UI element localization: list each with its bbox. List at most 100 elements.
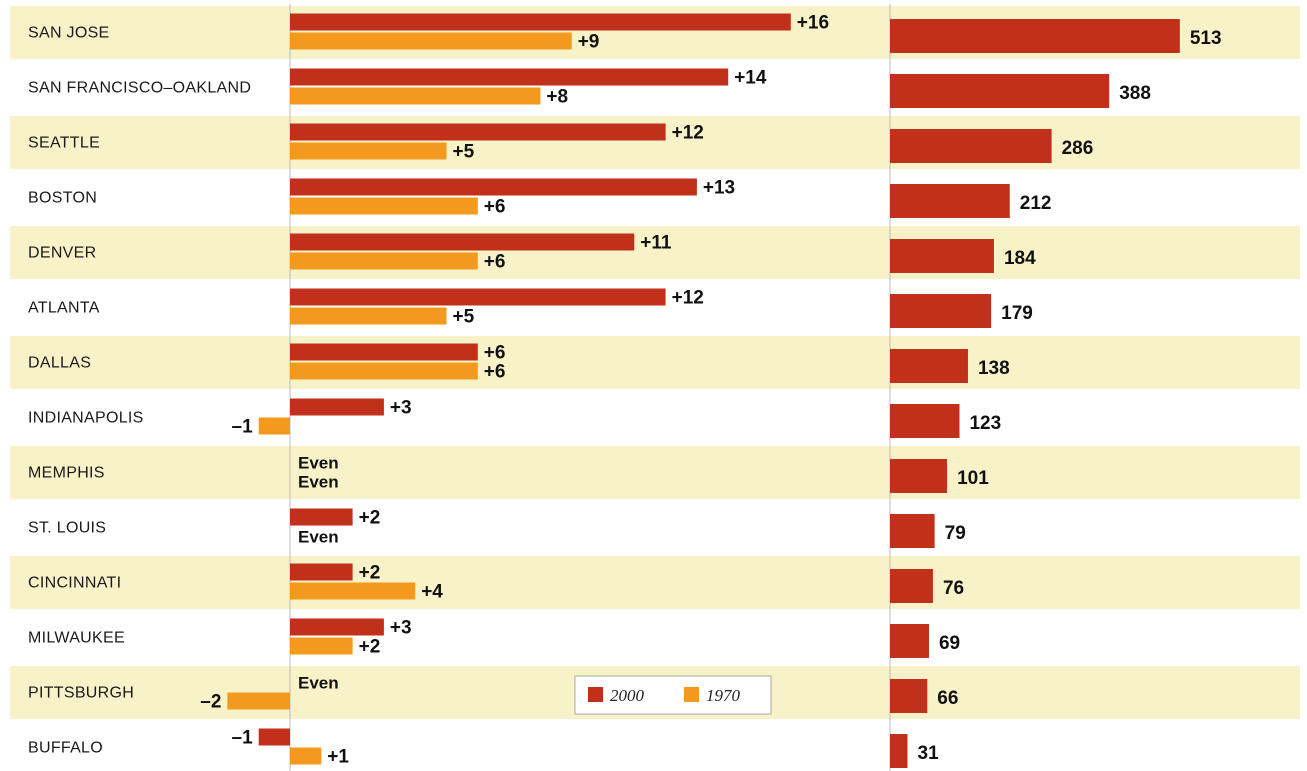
bar-2000 <box>290 563 353 581</box>
value-label: 184 <box>1004 248 1036 269</box>
bar-1970 <box>258 417 290 435</box>
bar-label-1970: Even <box>298 473 339 492</box>
bar-1970 <box>290 307 447 325</box>
bar-label-2000: +13 <box>703 178 735 199</box>
bar-2000 <box>290 68 729 86</box>
legend-swatch-1970 <box>684 687 699 702</box>
bar-2000 <box>290 508 353 526</box>
city-labels: SAN JOSE SAN FRANCISCO–OAKLAND SEATTLE BOST… <box>28 25 251 757</box>
bar-2000 <box>290 233 635 251</box>
value-bar <box>890 184 1010 218</box>
city-label: BUFFALO <box>28 740 103 757</box>
value-label: 69 <box>939 633 960 654</box>
bar-label-1970: Even <box>298 528 339 547</box>
bar-label-2000: +6 <box>484 343 506 364</box>
city-label: DENVER <box>28 245 96 262</box>
legend-label-2000: 2000 <box>610 686 645 705</box>
value-bar <box>890 129 1052 163</box>
value-bars: 513 388 286 212 184 179 138 123 101 79 76 69 66 31 <box>890 19 1222 768</box>
value-label: 76 <box>943 578 964 599</box>
bar-label-2000: +2 <box>359 508 381 529</box>
value-bar <box>890 239 994 273</box>
bar-label-2000: –1 <box>232 728 254 749</box>
city-label: DALLAS <box>28 355 91 372</box>
change-bars: +16+9+14+8+12+5+13+6+11+6+12+5+6+6+3–1Ev… <box>200 13 829 768</box>
row-bands <box>10 6 1300 719</box>
value-label: 138 <box>978 358 1010 379</box>
city-label: INDIANAPOLIS <box>28 410 144 427</box>
bar-label-2000: Even <box>298 454 339 473</box>
value-label: 31 <box>918 743 940 764</box>
city-label: CINCINNATI <box>28 575 121 592</box>
bar-1970 <box>290 142 447 160</box>
bar-2000 <box>258 728 290 746</box>
bar-label-1970: +4 <box>421 582 443 603</box>
bar-1970 <box>290 362 478 380</box>
bar-label-2000: +11 <box>640 233 672 254</box>
value-bar <box>890 404 960 438</box>
bar-2000 <box>290 343 478 361</box>
row-band <box>10 446 1300 499</box>
bar-label-1970: –2 <box>200 692 221 713</box>
value-label: 101 <box>957 468 989 489</box>
row-band <box>10 556 1300 609</box>
bar-1970 <box>290 582 416 600</box>
city-label: SEATTLE <box>28 135 100 152</box>
bar-label-2000: +16 <box>797 13 829 34</box>
value-bar <box>890 459 948 493</box>
value-bar <box>890 349 968 383</box>
value-bar <box>890 74 1110 108</box>
bar-label-2000: +3 <box>390 618 412 639</box>
bar-label-2000: +12 <box>672 288 704 309</box>
city-label: MILWAUKEE <box>28 630 125 647</box>
bar-1970 <box>290 32 572 50</box>
city-label: BOSTON <box>28 190 97 207</box>
value-label: 286 <box>1062 138 1094 159</box>
city-label: ST. LOUIS <box>28 520 106 537</box>
value-bar <box>890 19 1180 53</box>
bar-label-1970: +6 <box>484 252 506 273</box>
value-bar <box>890 679 928 713</box>
city-label: PITTSBURGH <box>28 685 134 702</box>
legend-swatch-2000 <box>588 687 603 702</box>
row-band <box>10 336 1300 389</box>
city-label: MEMPHIS <box>28 465 105 482</box>
value-bar <box>890 734 908 768</box>
legend: 2000 1970 <box>574 675 772 715</box>
bar-label-2000: +2 <box>359 563 381 584</box>
bar-label-2000: Even <box>298 674 339 693</box>
bar-label-2000: +14 <box>734 68 767 89</box>
bar-label-1970: +2 <box>359 637 381 658</box>
bar-1970 <box>290 252 478 270</box>
value-bar <box>890 624 929 658</box>
bar-label-1970: +1 <box>327 747 349 768</box>
city-label: SAN FRANCISCO–OAKLAND <box>28 80 251 97</box>
bar-1970 <box>290 747 322 765</box>
value-label: 179 <box>1001 303 1033 324</box>
bar-1970 <box>290 197 478 215</box>
legend-box <box>574 675 772 715</box>
bar-label-1970: +6 <box>484 362 506 383</box>
bar-2000 <box>290 13 791 31</box>
bar-label-1970: +5 <box>453 142 475 163</box>
value-label: 66 <box>937 688 958 709</box>
city-label: SAN JOSE <box>28 25 110 42</box>
value-label: 513 <box>1190 28 1222 49</box>
bar-label-1970: –1 <box>232 417 254 438</box>
row-band <box>10 226 1300 279</box>
bar-2000 <box>290 178 697 196</box>
value-label: 212 <box>1020 193 1052 214</box>
bar-label-2000: +3 <box>390 398 412 419</box>
value-bar <box>890 514 935 548</box>
bar-1970 <box>290 637 353 655</box>
bar-1970 <box>290 87 541 105</box>
bar-2000 <box>290 123 666 141</box>
legend-label-1970: 1970 <box>706 686 741 705</box>
value-bar <box>890 294 992 328</box>
city-label: ATLANTA <box>28 300 100 317</box>
value-label: 388 <box>1119 83 1151 104</box>
bar-2000 <box>290 618 384 636</box>
bar-label-1970: +8 <box>546 87 568 108</box>
bar-label-1970: +6 <box>484 197 506 218</box>
